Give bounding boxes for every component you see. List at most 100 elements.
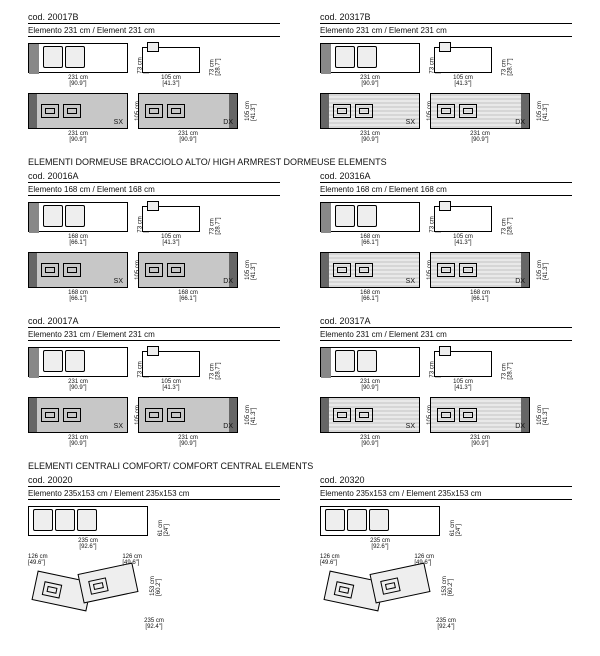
dimension-label: 168 cm[66.1"] xyxy=(138,290,238,302)
elevation-diagrams: 231 cm[90.9"] 73 cm[28.7"] 105 cm[41.3"]… xyxy=(28,43,280,87)
dimension-label: 231 cm[90.9"] xyxy=(28,131,128,143)
elevation-diagrams: 231 cm[90.9"] 73 cm[28.7"] 105 cm[41.3"]… xyxy=(28,347,280,391)
product-code: cod. 20317A xyxy=(320,316,572,328)
dimension-label: 231 cm[90.9"] xyxy=(430,131,530,143)
plan-dx: DX 105 cm[41.3"] xyxy=(430,252,530,288)
dimension-label: 235 cm[92.6"] xyxy=(320,538,440,550)
plan-diagrams: SX 105 cm[41.3"] 168 cm[66.1"] DX 105 cm… xyxy=(28,252,280,302)
sx-label: SX xyxy=(406,119,415,126)
plan-dx: DX 105 cm[41.3"] xyxy=(138,252,238,288)
dx-label: DX xyxy=(223,119,233,126)
front-elevation: 168 cm[66.1"] 73 cm[28.7"] xyxy=(320,202,420,246)
dimension-label: 73 cm[28.7"] xyxy=(209,58,221,75)
plan-diagrams: SX 105 cm[41.3"] 231 cm[90.9"] DX 105 cm… xyxy=(320,93,572,143)
elevation-diagrams: 168 cm[66.1"] 73 cm[28.7"] 105 cm[41.3"]… xyxy=(28,202,280,246)
plan-sx: SX 105 cm[41.3"] xyxy=(320,252,420,288)
product-block: cod. 20017B Elemento 231 cm / Element 23… xyxy=(28,12,280,143)
plan-dx: DX 105 cm[41.3"] xyxy=(430,93,530,129)
dimension-label: 105 cm[41.3"] xyxy=(537,101,549,121)
elevation-diagrams: 235 cm[92.6"] 61 cm[24"] xyxy=(28,506,280,550)
dimension-label: 105 cm[41.3"] xyxy=(537,260,549,280)
dimension-label: 105 cm[41.3"] xyxy=(434,234,492,246)
dimension-label: 231 cm[90.9"] xyxy=(320,379,420,391)
product-code: cod. 20017A xyxy=(28,316,280,328)
dimension-label: 231 cm[90.9"] xyxy=(320,435,420,447)
dx-label: DX xyxy=(515,423,525,430)
section-title: ELEMENTI CENTRALI COMFORT/ COMFORT CENTR… xyxy=(28,461,572,471)
dimension-label: 235 cm[92.4"] xyxy=(320,618,572,630)
dimension-label: 61 cm[24"] xyxy=(450,520,462,536)
dimension-label: 105 cm[41.3"] xyxy=(245,260,257,280)
dimension-label: 73 cm[28.7"] xyxy=(501,58,513,75)
dimension-label: 168 cm[66.1"] xyxy=(28,234,128,246)
dimension-label: 168 cm[66.1"] xyxy=(430,290,530,302)
dimension-label: 231 cm[90.9"] xyxy=(320,131,420,143)
dimension-label: 126 cm[49.6"] xyxy=(414,554,434,566)
plan-diagrams: SX 105 cm[41.3"] 231 cm[90.9"] DX 105 cm… xyxy=(320,397,572,447)
dimension-label: 73 cm[28.7"] xyxy=(501,217,513,234)
dimension-label: 105 cm[41.3"] xyxy=(142,379,200,391)
sx-label: SX xyxy=(406,278,415,285)
product-code: cod. 20316A xyxy=(320,171,572,183)
elevation-diagrams: 231 cm[90.9"] 73 cm[28.7"] 105 cm[41.3"]… xyxy=(320,347,572,391)
product-element-line: Elemento 235x153 cm / Element 235x153 cm xyxy=(28,489,280,500)
product-element-line: Elemento 231 cm / Element 231 cm xyxy=(320,330,572,341)
dimension-label: 231 cm[90.9"] xyxy=(28,75,128,87)
dimension-label: 168 cm[66.1"] xyxy=(320,290,420,302)
front-elevation: 235 cm[92.6"] 61 cm[24"] xyxy=(28,506,148,550)
product-code: cod. 20320 xyxy=(320,475,572,487)
product-element-line: Elemento 168 cm / Element 168 cm xyxy=(320,185,572,196)
section-title: ELEMENTI DORMEUSE BRACCIOLO ALTO/ HIGH A… xyxy=(28,157,572,167)
product-code: cod. 20317B xyxy=(320,12,572,24)
plan-dx: DX 105 cm[41.3"] xyxy=(138,93,238,129)
product-row: cod. 20017B Elemento 231 cm / Element 23… xyxy=(28,12,572,143)
dimension-label: 231 cm[90.9"] xyxy=(320,75,420,87)
dimension-label: 168 cm[66.1"] xyxy=(28,290,128,302)
plan-dx: DX 105 cm[41.3"] xyxy=(430,397,530,433)
product-block: cod. 20316A Elemento 168 cm / Element 16… xyxy=(320,171,572,302)
dimension-label: 153 cm[60.2"] xyxy=(442,576,454,596)
dimension-label: 231 cm[90.9"] xyxy=(138,435,238,447)
product-code: cod. 20020 xyxy=(28,475,280,487)
dimension-label: 105 cm[41.3"] xyxy=(142,234,200,246)
sx-label: SX xyxy=(406,423,415,430)
dimension-label: 73 cm[28.7"] xyxy=(209,362,221,379)
dx-label: DX xyxy=(223,278,233,285)
dimension-label: 105 cm[41.3"] xyxy=(434,379,492,391)
side-elevation: 105 cm[41.3"] 73 cm[28.7"] xyxy=(142,351,200,391)
dimension-label: 235 cm[92.4"] xyxy=(28,618,280,630)
dimension-label: 105 cm[41.3"] xyxy=(245,405,257,425)
dimension-label: 73 cm[28.7"] xyxy=(501,362,513,379)
dimension-label: 231 cm[90.9"] xyxy=(28,435,128,447)
front-elevation: 235 cm[92.6"] 61 cm[24"] xyxy=(320,506,440,550)
dimension-label: 73 cm[28.7"] xyxy=(209,217,221,234)
dimension-label: 105 cm[41.3"] xyxy=(245,101,257,121)
plan-diagrams: SX 105 cm[41.3"] 168 cm[66.1"] DX 105 cm… xyxy=(320,252,572,302)
dimension-label: 231 cm[90.9"] xyxy=(28,379,128,391)
product-block: cod. 20317A Elemento 231 cm / Element 23… xyxy=(320,316,572,447)
product-row: cod. 20016A Elemento 168 cm / Element 16… xyxy=(28,171,572,302)
dimension-label: 168 cm[66.1"] xyxy=(320,234,420,246)
plan-angled: 126 cm[49.6"] 126 cm[49.6"] 153 cm[60.2"… xyxy=(28,556,280,630)
elevation-diagrams: 168 cm[66.1"] 73 cm[28.7"] 105 cm[41.3"]… xyxy=(320,202,572,246)
side-elevation: 105 cm[41.3"] 73 cm[28.7"] xyxy=(142,47,200,87)
dimension-label: 126 cm[49.6"] xyxy=(320,554,340,566)
side-elevation: 105 cm[41.3"] 73 cm[28.7"] xyxy=(434,206,492,246)
dimension-label: 105 cm[41.3"] xyxy=(142,75,200,87)
plan-diagrams: SX 105 cm[41.3"] 231 cm[90.9"] DX 105 cm… xyxy=(28,93,280,143)
dimension-label: 105 cm[41.3"] xyxy=(434,75,492,87)
plan-sx: SX 105 cm[41.3"] xyxy=(320,397,420,433)
sx-label: SX xyxy=(114,119,123,126)
product-block: cod. 20017A Elemento 231 cm / Element 23… xyxy=(28,316,280,447)
product-code: cod. 20016A xyxy=(28,171,280,183)
product-element-line: Elemento 231 cm / Element 231 cm xyxy=(320,26,572,37)
plan-dx: DX 105 cm[41.3"] xyxy=(138,397,238,433)
dimension-label: 126 cm[49.6"] xyxy=(28,554,48,566)
dx-label: DX xyxy=(515,119,525,126)
dimension-label: 235 cm[92.6"] xyxy=(28,538,148,550)
plan-sx: SX 105 cm[41.3"] xyxy=(28,397,128,433)
side-elevation: 105 cm[41.3"] 73 cm[28.7"] xyxy=(434,351,492,391)
product-element-line: Elemento 231 cm / Element 231 cm xyxy=(28,26,280,37)
product-code: cod. 20017B xyxy=(28,12,280,24)
product-element-line: Elemento 168 cm / Element 168 cm xyxy=(28,185,280,196)
